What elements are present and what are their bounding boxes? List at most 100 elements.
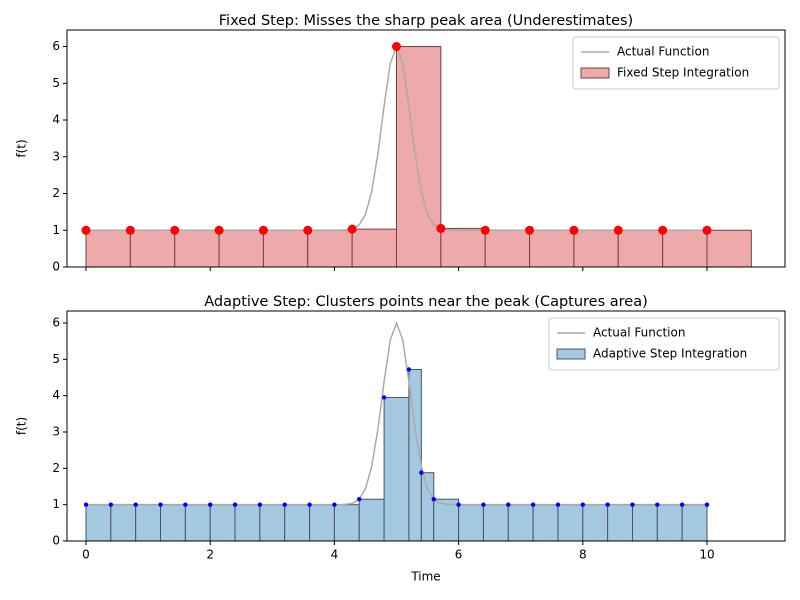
step-point [530,502,536,507]
y-tick-label: 0 [52,534,60,548]
step-point [419,470,424,475]
step-point [232,502,238,507]
bar [482,504,509,542]
step-point [406,367,412,372]
bar [440,227,486,268]
step-point [125,225,135,235]
legend-swatch [580,67,610,79]
legend-label: Adaptive Step Integration [593,347,747,361]
step-point [381,395,387,400]
bar [433,498,460,542]
bar [174,229,220,268]
chart-title: Fixed Step: Misses the sharp peak area (… [219,13,633,29]
x-tick-label: 4 [331,548,339,562]
bar [218,229,264,268]
step-point [555,502,561,507]
step-point [702,225,712,235]
axes-frame [66,310,786,542]
legend-label: Actual Function [617,45,709,59]
bar [706,229,752,268]
y-tick-label: 4 [52,113,60,127]
bar [135,504,162,542]
y-tick-label: 6 [52,315,60,329]
bar [129,229,176,268]
step-point [108,502,114,507]
axes-frame [66,29,786,268]
step-point [257,502,263,507]
bar [184,504,211,542]
x-tick-label: 2 [206,548,214,562]
legend-frame [572,36,780,90]
bar [662,229,708,268]
y-axis-label: f(t) [15,139,29,157]
step-point [282,502,287,507]
legend-label: Fixed Step Integration [617,66,749,80]
y-tick-label: 4 [52,388,60,402]
y-axis-label: f(t) [15,417,29,435]
bar [529,229,575,268]
legend-frame [548,317,780,371]
legend-swatch [556,348,586,360]
bar [358,498,385,542]
step-point [580,502,586,507]
y-tick-label: 3 [52,149,60,163]
bar [532,504,559,542]
x-tick-label: 8 [579,548,587,562]
step-point [81,225,91,235]
y-tick-label: 1 [52,497,60,511]
step-point [170,225,180,235]
bar [582,504,609,542]
x-tick-label: 6 [455,548,463,562]
bar [284,504,311,542]
step-point [133,502,138,507]
step-point [214,225,224,235]
step-point [605,502,610,507]
step-point [332,502,337,507]
bar [307,229,353,268]
bar [681,504,708,542]
y-tick-label: 5 [52,352,60,366]
bar [309,504,335,542]
step-point [679,502,685,507]
step-point [208,502,213,507]
x-axis-label: Time [410,570,440,584]
bar [85,229,131,268]
bar [383,396,410,542]
legend-label: Actual Function [593,326,685,340]
step-point [630,502,635,507]
step-point [481,502,486,507]
step-point [183,502,188,507]
y-tick-label: 0 [52,260,60,274]
step-point [431,497,436,502]
step-point [357,497,362,502]
bar [110,504,137,542]
step-point [258,225,268,235]
bar [557,504,584,542]
step-point [480,225,490,235]
bar [573,229,619,268]
y-tick-label: 3 [52,424,60,438]
bar [458,504,484,542]
legend: Actual Function Adaptive Step Integration [548,317,780,371]
bar [484,229,531,268]
chart-title: Adaptive Step: Clusters points near the … [204,294,648,310]
bar [262,229,309,268]
step-point [525,225,535,235]
bar [396,46,442,268]
step-point [392,42,402,52]
step-point [436,223,446,233]
bar [333,504,360,542]
step-point [83,502,89,507]
step-point [655,502,660,507]
bar [234,504,261,542]
step-point [303,225,313,235]
legend: Actual Function Fixed Step Integration [572,36,780,90]
step-point [347,224,357,234]
step-point [704,502,710,507]
bar [160,504,186,542]
step-point [506,502,511,507]
bar [631,504,658,542]
bar [607,504,633,542]
y-tick-label: 2 [52,461,60,475]
